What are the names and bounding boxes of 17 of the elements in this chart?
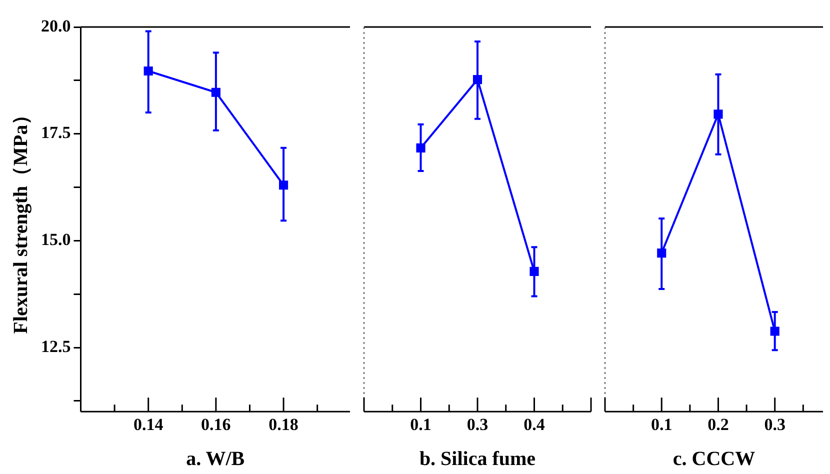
y-tick-label: 15.0 — [41, 230, 71, 250]
y-tick-label: 20.0 — [41, 16, 71, 36]
x-axis-title: c. CCCW — [672, 448, 756, 470]
y-tick-label: 17.5 — [41, 123, 71, 142]
x-tick-label: 0.1 — [650, 415, 672, 434]
x-tick-label: 0.18 — [268, 415, 298, 434]
x-tick-label: 0.1 — [410, 415, 432, 434]
x-tick-label: 0.4 — [524, 415, 546, 434]
x-axis-title: b. Silica fume — [419, 448, 536, 470]
x-tick-label: 0.16 — [201, 415, 231, 434]
y-tick-label: 12.5 — [41, 336, 71, 356]
x-tick-label: 0.3 — [764, 415, 786, 434]
y-axis-title: Flexural strength（MPa） — [10, 104, 32, 334]
x-tick-label: 0.2 — [708, 415, 729, 434]
x-tick-label: 0.3 — [466, 415, 488, 434]
x-tick-label: 0.14 — [133, 415, 164, 434]
x-axis-title: a. W/B — [186, 448, 245, 470]
